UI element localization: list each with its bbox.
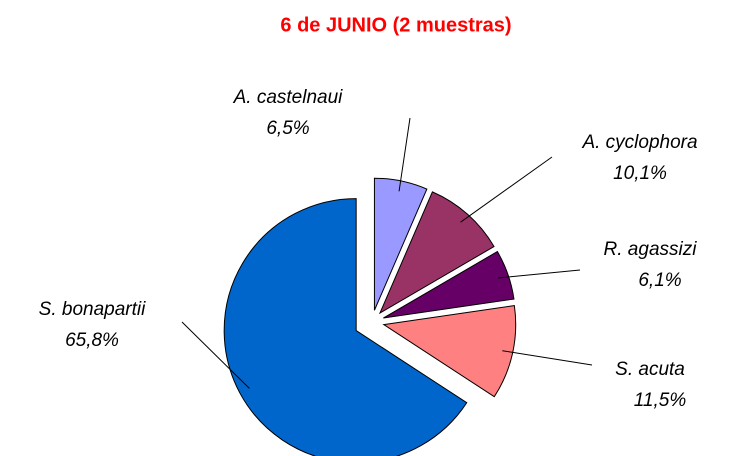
chart-title: 6 de JUNIO (2 muestras)	[280, 14, 511, 36]
pie-slice	[382, 305, 517, 398]
slice-value-label: 6,1%	[638, 270, 681, 291]
slice-label: A. castelnaui	[233, 87, 344, 108]
leader-line	[460, 156, 553, 223]
slice-label: R. agassizi	[604, 239, 698, 260]
pie-slice	[373, 177, 428, 311]
leader-line	[502, 350, 593, 366]
leader-line	[398, 117, 411, 192]
pie-slice	[223, 198, 468, 456]
slice-label: A. cyclophora	[581, 132, 697, 153]
slice-value-label: 65,8%	[65, 330, 119, 351]
slice-label: S. acuta	[615, 359, 685, 380]
leader-line	[181, 321, 250, 389]
slice-value-label: 10,1%	[613, 163, 667, 184]
slice-value-label: 11,5%	[634, 390, 687, 411]
leader-line	[497, 269, 581, 279]
slice-value-label: 6,5%	[266, 118, 309, 139]
pie-slice	[383, 250, 515, 319]
pie-slice	[378, 191, 495, 315]
slice-label: S. bonapartii	[39, 299, 146, 320]
